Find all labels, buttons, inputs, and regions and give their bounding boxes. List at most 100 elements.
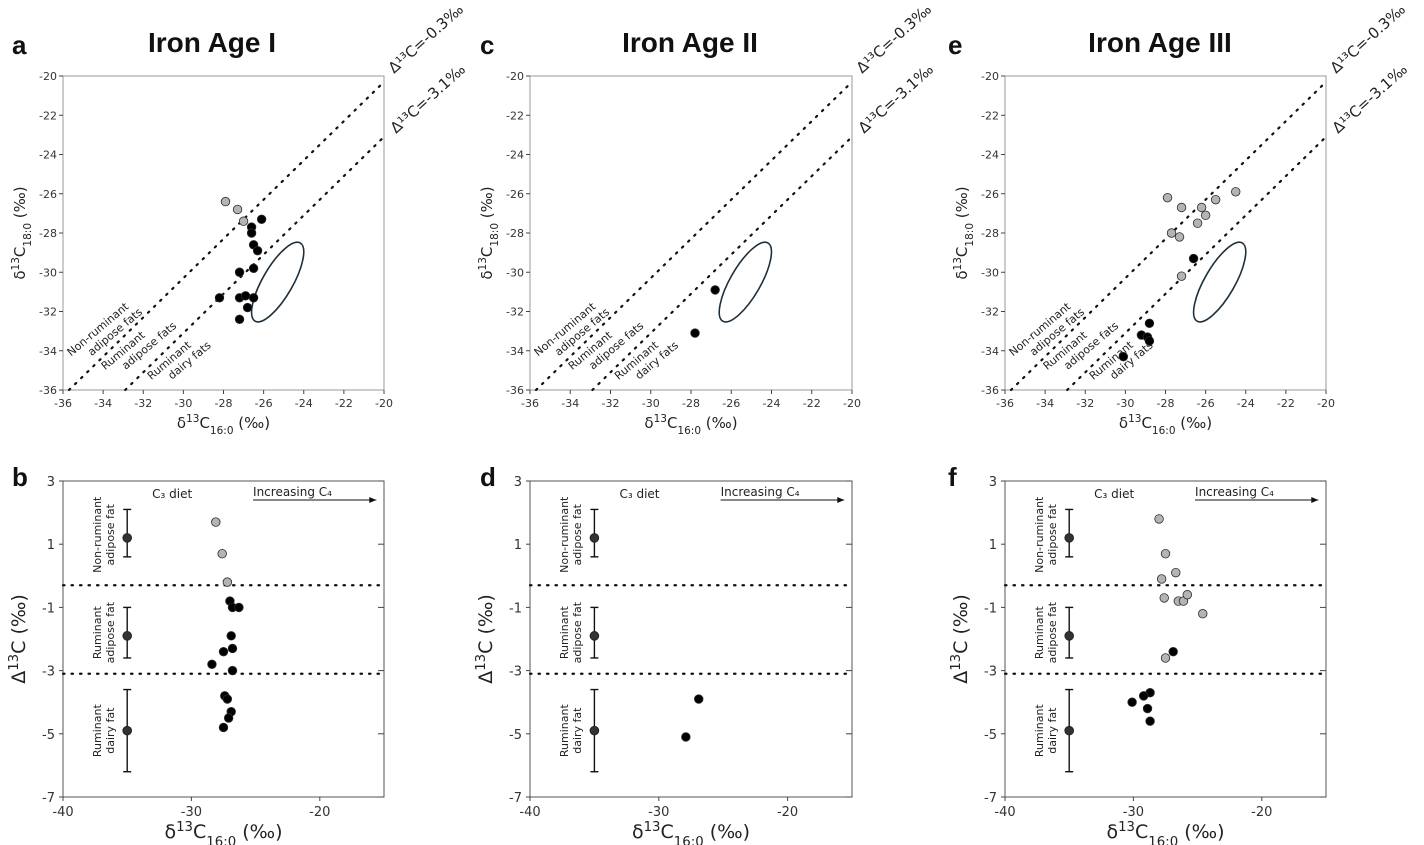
reference-range-center: [589, 725, 600, 736]
y-tick-label: -7: [984, 791, 997, 806]
data-point-black: [690, 328, 700, 338]
panel-letter-a: a: [12, 30, 27, 60]
data-point-black: [223, 713, 234, 723]
data-point-black: [246, 228, 257, 238]
data-point-grey: [1210, 194, 1221, 205]
data-point-black: [1138, 691, 1149, 701]
data-point-grey: [1231, 187, 1241, 197]
x-tick-label: -28: [1157, 397, 1175, 410]
data-point-grey: [238, 216, 249, 226]
category-label-nonruminant: Non-ruminantadipose fat: [91, 496, 117, 573]
y-tick-label: 3: [514, 475, 522, 490]
category-label-ruminant_adipose: Ruminantadipose fat: [91, 601, 117, 663]
c4-arrow-head: [369, 497, 377, 503]
data-point-black: [1127, 697, 1137, 707]
y-tick-label: -3: [42, 665, 55, 680]
data-point-grey: [1174, 232, 1185, 242]
data-point-black: [218, 646, 229, 657]
x-axis-label: δ13C16:0 (‰): [164, 820, 282, 845]
y-axis-label: δ13C18:0 (‰): [10, 186, 34, 279]
y-tick-label: 1: [47, 538, 55, 553]
data-point-black: [1142, 703, 1153, 714]
panel-title-c: Iron Age II: [622, 27, 758, 58]
reference-line-lower: [124, 135, 386, 392]
y-tick-label: -30: [506, 266, 524, 279]
y-tick-label: -36: [981, 384, 999, 397]
data-point-black: [240, 291, 251, 301]
x-tick-label: -26: [255, 397, 273, 410]
y-tick-label: -7: [42, 791, 55, 806]
data-point-grey: [1176, 271, 1187, 281]
scatter-plot-e: -36 -34 -32 -30 -28 -26 -24 -22 -20 -36 -34 -32 -30 -…: [952, 0, 1411, 437]
x-tick-label: -26: [1197, 397, 1215, 410]
data-point-black: [227, 665, 238, 676]
reference-range-center: [122, 631, 132, 641]
x-axis-label: δ13C16:0 (‰): [177, 413, 270, 437]
reference-line-upper: [534, 80, 854, 392]
data-point-grey: [1176, 202, 1187, 213]
x-tick-label: -24: [295, 397, 313, 410]
y-tick-label: -32: [39, 306, 57, 319]
y-tick-label: -3: [509, 665, 522, 680]
y-tick-label: -36: [39, 384, 57, 397]
y-tick-label: -28: [981, 227, 999, 240]
x-tick-label: -30: [642, 397, 660, 410]
delta-plot-f: -40 -30 -20 -7 -5 -3 -1 1 3 Non-ruminantadipose f…: [949, 475, 1328, 845]
data-point-black: [694, 694, 704, 704]
y-tick-label: -26: [506, 188, 524, 201]
data-point-black: [234, 267, 245, 277]
x-tick-label: -20: [1317, 397, 1335, 410]
plot-frame: [1004, 480, 1327, 798]
y-axis-label: δ13C18:0 (‰): [952, 186, 976, 279]
y-tick-label: -26: [39, 188, 57, 201]
y-tick-label: 1: [514, 538, 522, 553]
data-point-grey: [1156, 574, 1167, 584]
y-tick-label: -5: [509, 728, 522, 743]
panel-letter-c: c: [480, 30, 494, 60]
reference-ellipse: [250, 241, 305, 323]
x-tick-label: -28: [682, 397, 700, 410]
y-tick-label: -36: [506, 384, 524, 397]
y-tick-label: 3: [47, 475, 55, 490]
x-tick-label: -40: [994, 805, 1015, 820]
x-tick-label: -32: [602, 397, 620, 410]
y-tick-label: -1: [42, 601, 55, 616]
y-tick-label: -7: [509, 791, 522, 806]
reference-range-center: [122, 533, 132, 543]
y-tick-label: -5: [42, 728, 55, 743]
y-tick-label: -28: [506, 227, 524, 240]
y-tick-label: -26: [981, 188, 999, 201]
scatter-plot-a: -36 -34 -32 -30 -28 -26 -24 -22 -20 -36 -34 -32 -30 -…: [10, 0, 469, 437]
data-point-black: [227, 643, 238, 654]
data-point-grey: [1198, 609, 1208, 619]
y-axis-label: Δ13C (‰): [949, 594, 973, 684]
data-point-black: [248, 263, 259, 274]
y-tick-label: -20: [506, 70, 524, 83]
reference-ellipse: [1192, 241, 1247, 323]
data-point-grey: [1196, 202, 1207, 213]
y-tick-label: -30: [39, 266, 57, 279]
data-point-black: [1144, 336, 1155, 346]
x-tick-label: -36: [996, 397, 1014, 410]
data-point-grey: [222, 577, 233, 587]
annotation-c3-diet: C₃ diet: [619, 487, 659, 501]
data-point-grey: [1162, 192, 1173, 203]
plot-frame: [62, 480, 385, 798]
y-tick-label: -22: [39, 109, 57, 122]
data-point-grey: [217, 548, 227, 559]
y-tick-label: 1: [989, 538, 997, 553]
data-point-black: [1145, 716, 1155, 726]
x-tick-label: -24: [1237, 397, 1255, 410]
x-tick-label: -40: [52, 805, 73, 820]
data-point-black: [242, 302, 253, 313]
data-point-black: [256, 214, 267, 224]
panel-letter-f: f: [948, 462, 957, 492]
data-point-black: [1188, 253, 1199, 264]
data-point-grey: [1182, 590, 1193, 600]
y-tick-label: -24: [506, 149, 524, 162]
data-point-grey: [220, 196, 231, 207]
data-point-black: [681, 732, 691, 742]
reference-line-lower: [591, 135, 854, 392]
category-label-ruminant_dairy: Ruminantdairy fat: [1033, 704, 1059, 758]
